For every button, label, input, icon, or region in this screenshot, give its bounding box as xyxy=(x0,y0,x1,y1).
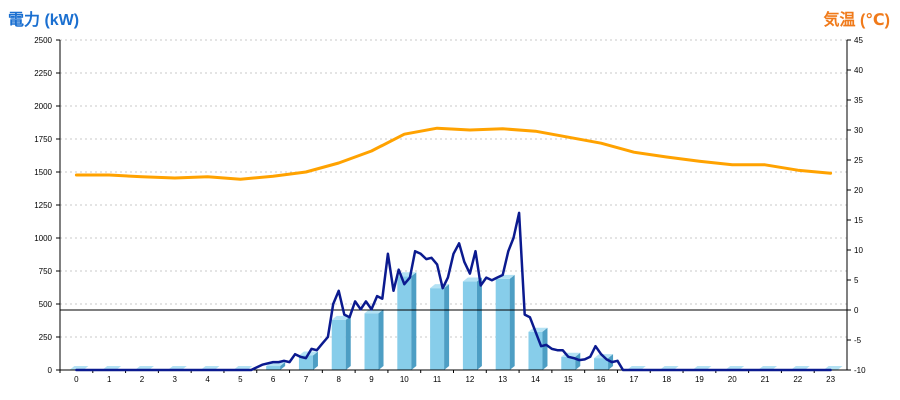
grid-layer xyxy=(60,39,847,338)
left-tick-label: 0 xyxy=(48,366,53,375)
left-tick-label: 1750 xyxy=(34,135,52,144)
bar xyxy=(331,315,351,370)
bar xyxy=(397,272,417,370)
left-tick-label: 2500 xyxy=(34,36,52,45)
right-tick-label: 5 xyxy=(854,276,859,285)
bar-front xyxy=(331,319,346,370)
x-tick-label: 12 xyxy=(465,375,474,384)
bar-side xyxy=(378,309,384,370)
x-tick-label: 19 xyxy=(695,375,704,384)
bar-side xyxy=(280,362,286,370)
bar xyxy=(561,352,581,370)
bar-front xyxy=(528,331,543,370)
x-tick-label: 6 xyxy=(271,375,276,384)
power-line xyxy=(75,211,832,372)
bar-side xyxy=(575,352,581,370)
bar-side xyxy=(476,277,482,370)
x-tick-label: 3 xyxy=(173,375,178,384)
left-tick-label: 500 xyxy=(39,300,53,309)
x-tick-label: 20 xyxy=(728,375,737,384)
x-tick-label: 23 xyxy=(826,375,835,384)
x-tick-label: 16 xyxy=(597,375,606,384)
right-tick-label: 40 xyxy=(854,66,863,75)
right-tick-label: 30 xyxy=(854,126,863,135)
right-tick-label: -10 xyxy=(854,366,866,375)
x-tick-label: 18 xyxy=(662,375,671,384)
x-tick-label: 2 xyxy=(140,375,145,384)
bar xyxy=(462,277,482,370)
bar-top xyxy=(462,277,482,282)
bar xyxy=(430,284,450,370)
x-tick-label: 14 xyxy=(531,375,540,384)
bar xyxy=(528,327,548,370)
right-tick-label: 0 xyxy=(854,306,859,315)
x-tick-label: 5 xyxy=(238,375,243,384)
left-axis-title: 電力 (kW) xyxy=(8,12,80,29)
x-tick-label: 11 xyxy=(433,375,442,384)
temperature-line xyxy=(74,126,833,181)
x-tick-label: 7 xyxy=(304,375,309,384)
axes-layer xyxy=(56,39,851,373)
x-tick-label: 0 xyxy=(74,375,79,384)
bar-front xyxy=(561,356,576,370)
left-tick-label: 250 xyxy=(39,333,53,342)
x-tick-label: 22 xyxy=(793,375,802,384)
right-tick-label: 20 xyxy=(854,186,863,195)
bar-side xyxy=(542,327,548,370)
bar-side xyxy=(312,351,318,370)
bar-front xyxy=(495,278,510,370)
left-tick-label: 750 xyxy=(39,267,53,276)
bars-layer xyxy=(69,272,843,370)
right-axis-title: 気温 (℃) xyxy=(823,12,890,29)
bar-front xyxy=(298,355,313,370)
bar-front xyxy=(266,366,281,370)
right-tick-label: 25 xyxy=(854,156,863,165)
left-tick-label: 2000 xyxy=(34,102,52,111)
x-tick-label: 17 xyxy=(629,375,638,384)
right-tick-label: 45 xyxy=(854,36,863,45)
bar-side xyxy=(509,274,515,370)
bar-front xyxy=(397,276,412,370)
x-tick-label: 10 xyxy=(400,375,409,384)
right-tick-label: 10 xyxy=(854,246,863,255)
x-tick-label: 9 xyxy=(369,375,374,384)
bar xyxy=(495,274,515,370)
x-tick-label: 1 xyxy=(107,375,112,384)
bar xyxy=(364,309,384,370)
bar-side xyxy=(444,284,450,370)
x-tick-label: 15 xyxy=(564,375,573,384)
x-tick-label: 4 xyxy=(205,375,210,384)
bar-front xyxy=(430,288,445,370)
left-tick-label: 1500 xyxy=(34,168,52,177)
labels-layer: 02505007501000125015001750200022502500-1… xyxy=(34,36,866,384)
bar-top xyxy=(331,315,351,320)
bar-side xyxy=(411,272,417,370)
lines-layer xyxy=(74,126,833,372)
x-tick-label: 21 xyxy=(761,375,770,384)
bar-front xyxy=(364,313,379,370)
bar-front xyxy=(462,281,477,370)
x-tick-label: 13 xyxy=(498,375,507,384)
x-tick-label: 8 xyxy=(337,375,342,384)
right-tick-label: 35 xyxy=(854,96,863,105)
bar-side xyxy=(345,315,351,370)
left-tick-label: 2250 xyxy=(34,69,52,78)
right-tick-label: -5 xyxy=(854,336,862,345)
bar-front xyxy=(594,358,609,370)
left-tick-label: 1250 xyxy=(34,201,52,210)
right-tick-label: 15 xyxy=(854,216,863,225)
left-tick-label: 1000 xyxy=(34,234,52,243)
